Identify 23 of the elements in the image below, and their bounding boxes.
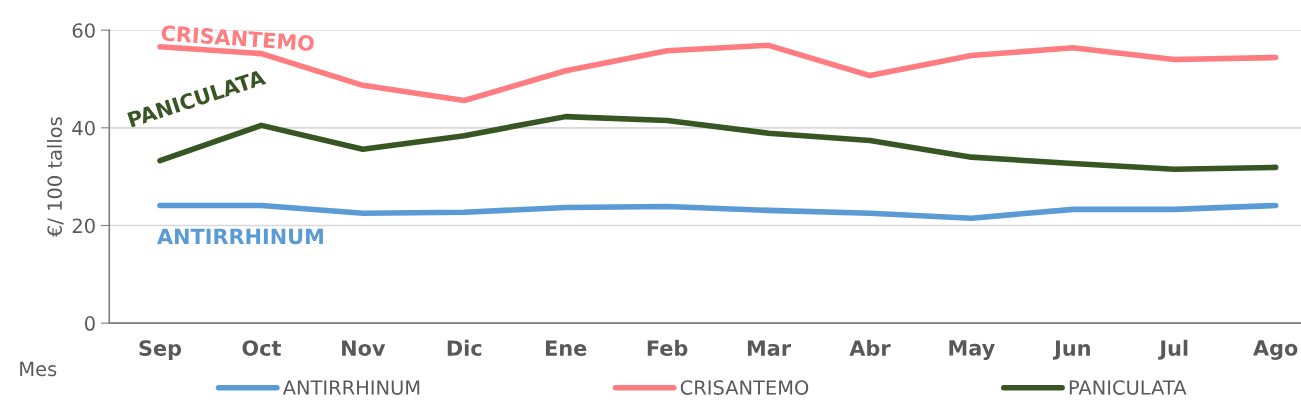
legend-label: CRISANTEMO xyxy=(680,380,809,395)
x-tick-label: Jun xyxy=(1052,340,1090,360)
y-axis-title: €/ 100 tallos xyxy=(46,117,64,238)
x-tick-label: Ene xyxy=(546,340,587,356)
x-tick-label: Sep xyxy=(139,340,182,360)
legend-label: PANICULATA xyxy=(1069,380,1187,395)
x-tick-label: Ago xyxy=(1253,340,1298,360)
y-tick-label: 60 xyxy=(72,23,95,38)
x-tick-label: Nov xyxy=(342,340,386,356)
annotation: CRISANTEMO xyxy=(161,24,315,52)
x-tick-label: Oct xyxy=(242,340,281,356)
x-tick-label: Abr xyxy=(849,339,891,356)
x-tick-label: May xyxy=(949,340,995,360)
legend-label: ANTIRRHINUM xyxy=(282,380,420,395)
x-tick-label: Mar xyxy=(747,340,791,356)
y-tick-label: 20 xyxy=(72,218,95,234)
x-axis-title: Mes xyxy=(20,361,57,377)
x-tick-label: Feb xyxy=(647,339,688,356)
y-tick-label: 40 xyxy=(72,120,95,136)
annotation: ANTIRRHINUM xyxy=(157,228,323,245)
x-tick-label: Dic xyxy=(447,339,482,356)
x-tick-label: Jul xyxy=(1158,339,1188,360)
y-tick-label: 0 xyxy=(85,316,95,331)
